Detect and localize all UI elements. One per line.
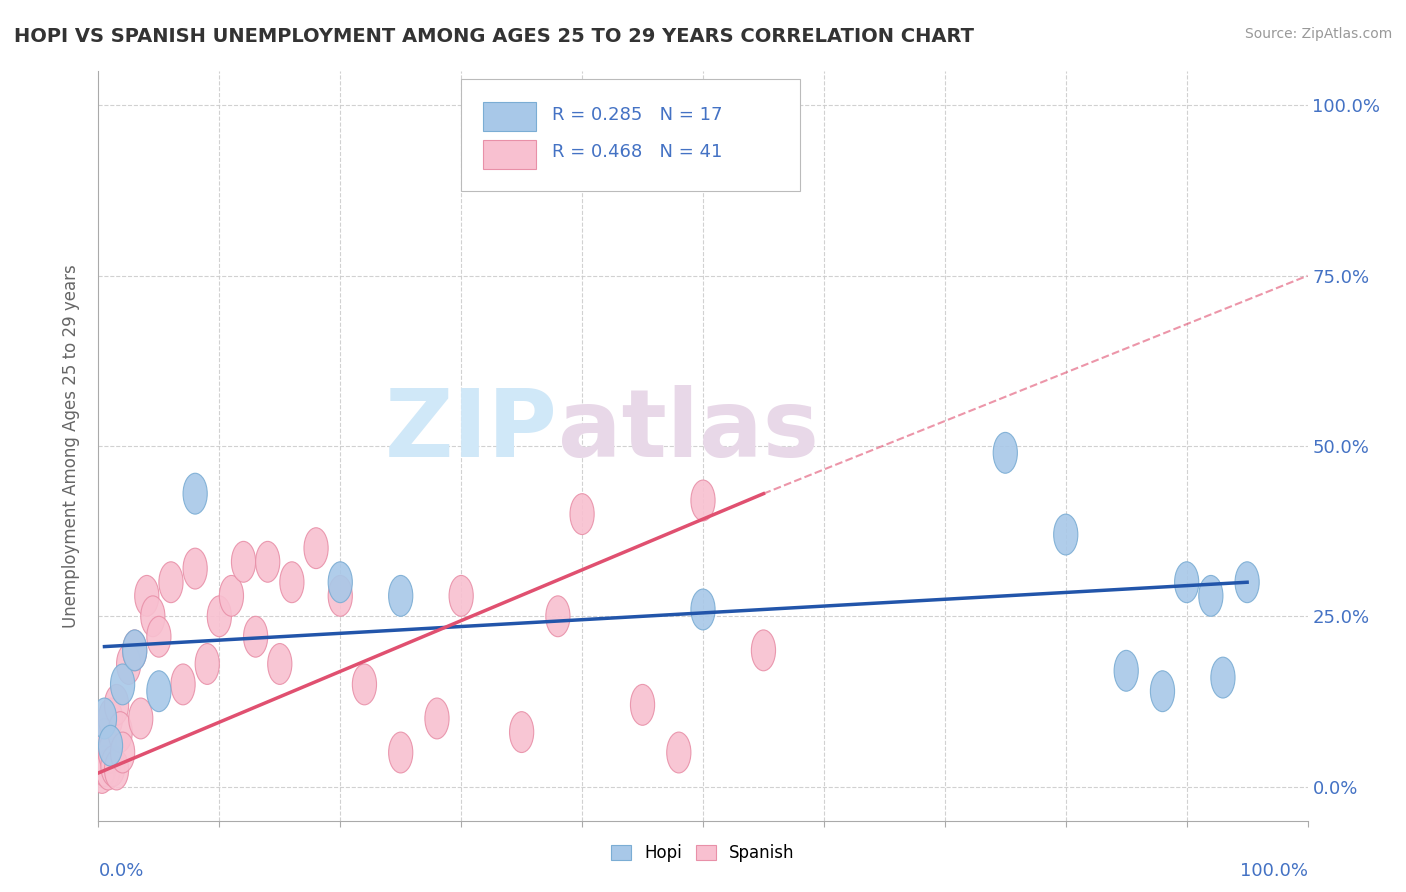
Ellipse shape — [267, 643, 292, 684]
Ellipse shape — [122, 630, 146, 671]
Ellipse shape — [1211, 657, 1234, 698]
Ellipse shape — [388, 732, 413, 773]
Ellipse shape — [129, 698, 153, 739]
Ellipse shape — [117, 643, 141, 684]
Ellipse shape — [101, 746, 125, 787]
Ellipse shape — [388, 575, 413, 616]
Ellipse shape — [243, 616, 267, 657]
Ellipse shape — [172, 664, 195, 705]
Ellipse shape — [328, 575, 353, 616]
Ellipse shape — [108, 712, 132, 753]
Ellipse shape — [232, 541, 256, 582]
Ellipse shape — [159, 562, 183, 603]
Ellipse shape — [111, 664, 135, 705]
Text: R = 0.468   N = 41: R = 0.468 N = 41 — [551, 144, 723, 161]
Ellipse shape — [195, 643, 219, 684]
Ellipse shape — [98, 698, 122, 739]
Ellipse shape — [96, 749, 120, 790]
Ellipse shape — [690, 480, 716, 521]
Text: R = 0.285   N = 17: R = 0.285 N = 17 — [551, 106, 723, 124]
Ellipse shape — [146, 671, 172, 712]
Ellipse shape — [104, 749, 129, 790]
FancyBboxPatch shape — [482, 102, 536, 131]
Ellipse shape — [207, 596, 232, 637]
Ellipse shape — [569, 493, 595, 534]
Ellipse shape — [304, 528, 328, 568]
Ellipse shape — [1234, 562, 1260, 603]
Text: 0.0%: 0.0% — [98, 862, 143, 880]
Ellipse shape — [1174, 562, 1199, 603]
Ellipse shape — [353, 664, 377, 705]
Ellipse shape — [111, 732, 135, 773]
Ellipse shape — [509, 712, 534, 753]
Ellipse shape — [104, 684, 129, 725]
Ellipse shape — [183, 474, 207, 514]
Ellipse shape — [183, 549, 207, 589]
FancyBboxPatch shape — [461, 78, 800, 191]
Ellipse shape — [546, 596, 569, 637]
Ellipse shape — [751, 630, 776, 671]
Ellipse shape — [328, 562, 353, 603]
Ellipse shape — [98, 732, 122, 773]
Ellipse shape — [141, 596, 165, 637]
Ellipse shape — [1150, 671, 1174, 712]
Text: HOPI VS SPANISH UNEMPLOYMENT AMONG AGES 25 TO 29 YEARS CORRELATION CHART: HOPI VS SPANISH UNEMPLOYMENT AMONG AGES … — [14, 27, 974, 45]
FancyBboxPatch shape — [482, 139, 536, 169]
Ellipse shape — [280, 562, 304, 603]
Ellipse shape — [219, 575, 243, 616]
Ellipse shape — [425, 698, 449, 739]
Ellipse shape — [690, 589, 716, 630]
Text: ZIP: ZIP — [385, 385, 558, 477]
Ellipse shape — [93, 746, 117, 787]
Ellipse shape — [98, 725, 122, 766]
Ellipse shape — [146, 616, 172, 657]
Text: atlas: atlas — [558, 385, 818, 477]
Ellipse shape — [666, 732, 690, 773]
Ellipse shape — [1053, 514, 1078, 555]
Ellipse shape — [90, 753, 114, 793]
Text: 100.0%: 100.0% — [1240, 862, 1308, 880]
Ellipse shape — [256, 541, 280, 582]
Legend: Hopi, Spanish: Hopi, Spanish — [605, 838, 801, 869]
Ellipse shape — [93, 698, 117, 739]
Text: Source: ZipAtlas.com: Source: ZipAtlas.com — [1244, 27, 1392, 41]
Ellipse shape — [449, 575, 474, 616]
Ellipse shape — [122, 630, 146, 671]
Ellipse shape — [1199, 575, 1223, 616]
Ellipse shape — [93, 718, 117, 759]
Y-axis label: Unemployment Among Ages 25 to 29 years: Unemployment Among Ages 25 to 29 years — [62, 264, 80, 628]
Ellipse shape — [135, 575, 159, 616]
Ellipse shape — [630, 684, 655, 725]
Ellipse shape — [1114, 650, 1139, 691]
Ellipse shape — [993, 433, 1018, 474]
